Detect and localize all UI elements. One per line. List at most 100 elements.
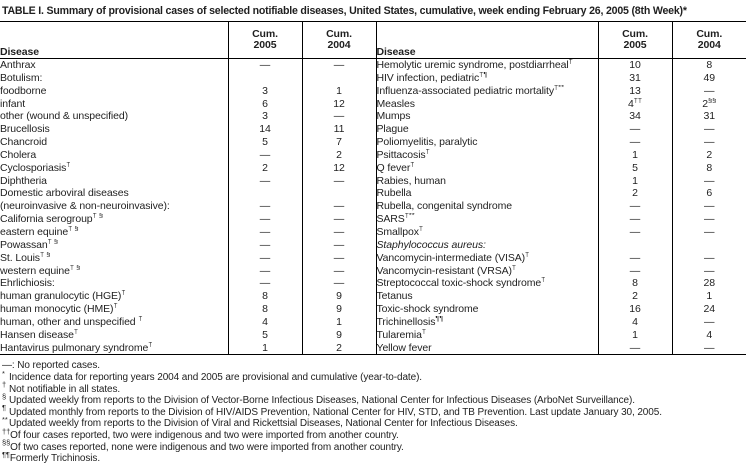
cum-2004-cell: 9	[301, 290, 376, 304]
disease-cell: human, other and unspecified †	[0, 315, 143, 328]
cum-label: Cum.	[252, 27, 278, 40]
footnote: ¶¶Formerly Trichinosis.	[2, 449, 100, 465]
cum-2004-cell: 1	[671, 290, 746, 304]
disease-cell: Smallpox†	[375, 225, 598, 239]
cum-2004-cell: —	[301, 264, 376, 278]
cum-2004-cell: —	[671, 123, 746, 137]
disease-cell: Psittacosis†	[375, 148, 598, 162]
table-row: Ehrlichiosis: — — Streptococcal toxic-shock…	[0, 277, 746, 291]
table-row: other (wound & unspecified) 3— Mumps 34 31	[0, 110, 746, 124]
disease-cell: (neuroinvasive & non-neuroinvasive):	[0, 200, 170, 213]
cum-2004-cell: 6	[671, 187, 746, 201]
cum-2004-cell: —	[301, 238, 376, 252]
disease-cell: California serogroup† §	[0, 213, 103, 226]
cum-2004-cell: 1	[301, 315, 376, 329]
cum-2005-cell: —	[597, 225, 672, 239]
table-row: Powassan† § — — Staphylococcus aureus:	[0, 238, 746, 252]
year-label: 2005	[623, 39, 647, 51]
table-row: Hantavirus pulmonary syndrome† 1 2 Yellow f…	[0, 341, 746, 356]
cum-2005-cell: —	[227, 225, 302, 239]
table-row: infant 6 12 Measles 4†† 2§§	[0, 97, 746, 111]
disease-cell: St. Louis† §	[0, 251, 51, 264]
cum-2005-cell: —	[597, 213, 672, 226]
disease-cell: Tularemia†	[375, 328, 598, 342]
footnote: * Incidence data for reporting years 2004…	[2, 368, 422, 383]
disease-cell: Toxic-shock syndrome	[375, 303, 598, 316]
cum-2004-cell: 2§§	[671, 97, 746, 111]
disease-cell: western equine† §	[0, 264, 81, 277]
header-row: Disease Cum. 2005 Cum. 2004 Disease Cum.…	[0, 21, 746, 59]
cum-2005-cell: —	[227, 251, 302, 265]
cum-2005-cell: —	[227, 264, 302, 278]
disease-cell: Tetanus	[375, 290, 598, 304]
cum-2005-cell	[227, 71, 302, 85]
disease-cell: other (wound & unspecified)	[0, 110, 129, 123]
table-row: Hansen disease† 5 9 Tularemia† 1 4	[0, 328, 746, 342]
cum-2004-cell: —	[301, 251, 376, 265]
disease-cell: Rabies, human	[375, 174, 598, 188]
cum-2004-cell: —	[301, 200, 376, 214]
cum-2004-cell: 24	[671, 303, 746, 316]
cum-2005-cell: 1	[597, 174, 672, 188]
cum-2004-cell: 2	[301, 341, 376, 356]
disease-cell: Domestic arboviral diseases	[0, 187, 129, 200]
disease-cell: Q fever†	[375, 161, 598, 175]
cum-2005-cell: —	[227, 213, 302, 226]
cum-2004-cell: 2	[671, 148, 746, 162]
col-header-cum-2005-left: Cum. 2005	[227, 21, 302, 59]
footnote-text: Updated monthly from reports to the Divi…	[9, 406, 662, 418]
year-label: 2005	[253, 39, 277, 51]
cum-2005-cell: 3	[227, 84, 302, 98]
table-row: Botulism: HIV infection, pediatric†¶ 31 49	[0, 71, 746, 85]
notifiable-diseases-table: Disease Cum. 2005 Cum. 2004 Disease Cum.…	[0, 21, 746, 356]
cum-2005-cell: 5	[597, 161, 672, 175]
table-row: eastern equine† § — — Smallpox† — —	[0, 225, 746, 239]
col-header-cum-2004-left: Cum. 2004	[301, 21, 376, 59]
cum-2005-cell: —	[597, 251, 672, 265]
disease-cell: Hantavirus pulmonary syndrome†	[0, 341, 228, 356]
disease-cell: Hemolytic uremic syndrome, postdiarrheal…	[375, 58, 598, 72]
disease-cell: Rubella	[375, 187, 598, 201]
cum-2004-cell: 12	[301, 161, 376, 175]
cum-2004-cell: —	[671, 84, 746, 98]
disease-cell: Poliomyelitis, paralytic	[375, 136, 598, 149]
disease-cell: human monocytic (HME)†	[0, 303, 118, 316]
table-row: Anthrax — — Hemolytic uremic syndrome, post…	[0, 58, 746, 72]
disease-cell: Cholera	[0, 148, 37, 161]
cum-2005-cell: 2	[597, 290, 672, 304]
footnote-text: Of four cases reported, two were indigen…	[10, 429, 399, 441]
footnote-text: Updated weekly from reports to the Divis…	[9, 395, 635, 407]
table-row: Diphtheria — — Rabies, human 1—	[0, 174, 746, 188]
footnote: **Updated weekly from reports to the Div…	[2, 415, 518, 430]
cum-2005-cell: 8	[227, 290, 302, 304]
table-row: California serogroup† § — — SARS†** — —	[0, 213, 746, 226]
cum-2005-cell: —	[597, 200, 672, 214]
cum-2004-cell: —	[671, 213, 746, 226]
cum-2005-cell: 34	[597, 110, 672, 124]
cum-2005-cell: 14	[227, 123, 302, 137]
footnotes: —: No reported cases. * Incidence data for…	[0, 355, 746, 464]
table-body: Anthrax — — Hemolytic uremic syndrome, post…	[0, 58, 746, 356]
cum-2004-cell: —	[671, 136, 746, 149]
cum-2005-cell: 6	[227, 97, 302, 111]
cum-2004-cell: —	[301, 174, 376, 188]
cum-2004-cell: —	[671, 251, 746, 265]
table-header: Disease Cum. 2005 Cum. 2004 Disease Cum.…	[0, 21, 746, 59]
cum-2005-cell: 4	[227, 315, 302, 329]
cum-2004-cell: —	[671, 200, 746, 214]
disease-cell: Powassan† §	[0, 238, 59, 251]
cum-2005-cell: —	[227, 148, 302, 162]
year-label: 2004	[697, 39, 721, 51]
cum-2005-cell: —	[597, 341, 672, 356]
table-title: TABLE I. Summary of provisional cases of…	[2, 5, 687, 17]
cum-2004-cell	[671, 238, 746, 252]
disease-cell: human granulocytic (HGE)†	[0, 290, 126, 303]
disease-cell: foodborne	[0, 84, 47, 97]
cum-2004-cell: 9	[301, 328, 376, 342]
footnote-text: Of two cases reported, none were indigen…	[10, 441, 404, 453]
disease-cell: Anthrax	[0, 59, 36, 71]
table-row: western equine† § — — Vancomycin-resistant …	[0, 264, 746, 278]
cum-2005-cell: 1	[597, 328, 672, 342]
disease-cell: infant	[0, 97, 26, 110]
cum-2004-cell	[301, 187, 376, 201]
